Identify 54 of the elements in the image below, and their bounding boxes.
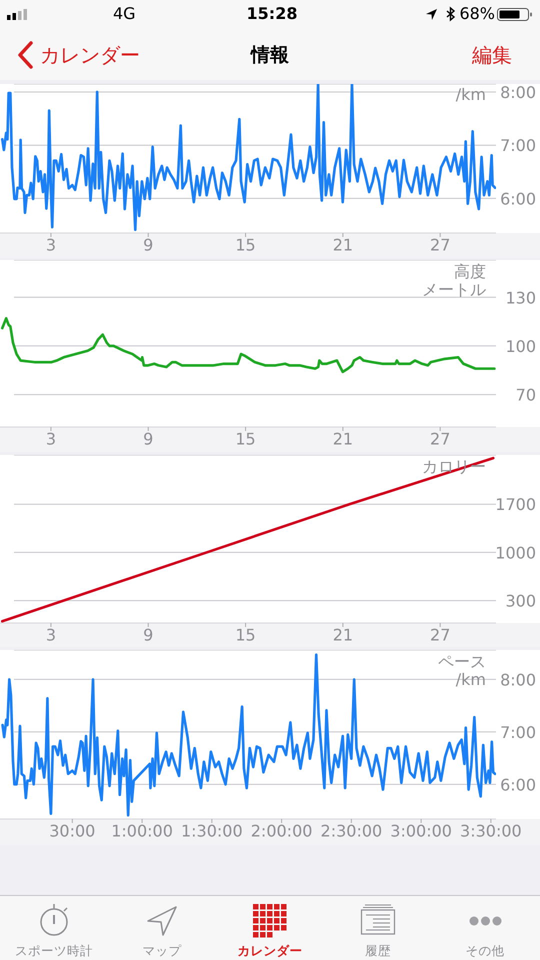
x-tick-label: 15 (235, 429, 256, 448)
text: 履歴 (365, 942, 391, 958)
x-tick-label: 3 (46, 625, 56, 644)
text: スポーツ時計 (15, 942, 93, 958)
x-tick-label: 21 (332, 235, 354, 254)
x-tick-label: 21 (332, 625, 354, 644)
x-tick-label: 3 (46, 235, 56, 254)
x-tick-label: 2:00:00 (250, 821, 312, 840)
y-tick-label: 6:00 (500, 774, 536, 794)
text: 15:28 (246, 4, 298, 24)
x-tick-label: 15 (235, 625, 256, 644)
y-tick-label: 7:00 (500, 136, 536, 155)
y-tick-label: 100 (505, 336, 536, 356)
x-tick-label: 30:00 (49, 821, 96, 840)
y-tick-label: 130 (505, 288, 536, 307)
x-tick-label: 9 (143, 625, 154, 644)
line-series (0, 317, 496, 374)
x-tick-label: 27 (430, 625, 450, 644)
y-tick-label: 70 (516, 385, 536, 404)
text: マップ (142, 942, 182, 958)
x-tick-label: 15 (235, 235, 256, 254)
annotation: メートル (422, 280, 486, 299)
x-tick-label: 9 (143, 429, 154, 448)
x-tick-label: 27 (430, 235, 450, 254)
x-tick-label: 21 (332, 429, 354, 448)
y-tick-label: 8:00 (500, 670, 536, 689)
line-series (0, 456, 495, 623)
y-tick-label: 7:00 (500, 722, 536, 742)
line-series (1, 653, 496, 817)
x-tick-label: 1:00:00 (111, 821, 173, 840)
x-tick-label: 3 (46, 429, 56, 448)
text: その他 (466, 942, 504, 958)
text: 68% (459, 4, 495, 24)
y-tick-label: 6:00 (500, 188, 536, 208)
x-tick-label: 3:00:00 (390, 821, 452, 840)
x-tick-label: 27 (430, 429, 450, 448)
x-tick-label: 1:30:00 (180, 821, 243, 840)
y-tick-label: 1700 (495, 494, 536, 514)
text: 情報 (251, 44, 289, 66)
annotation: /km (456, 670, 486, 689)
y-tick-label: 300 (505, 591, 536, 610)
y-tick-label: 1000 (495, 542, 536, 562)
text: 4G (113, 4, 136, 24)
y-axis-title: /km (456, 85, 486, 104)
text: カレンダー (238, 942, 302, 958)
y-axis-title: ペース (438, 652, 486, 672)
x-tick-label: 9 (143, 235, 154, 254)
y-axis-title: 高度 (454, 262, 486, 282)
x-tick-label: 3:30:00 (460, 821, 522, 840)
y-tick-label: 8:00 (500, 82, 536, 102)
x-tick-label: 2:30:00 (320, 821, 382, 840)
text: カレンダー (40, 43, 140, 67)
line-series (0, 84, 496, 232)
text: 編集 (472, 43, 512, 67)
